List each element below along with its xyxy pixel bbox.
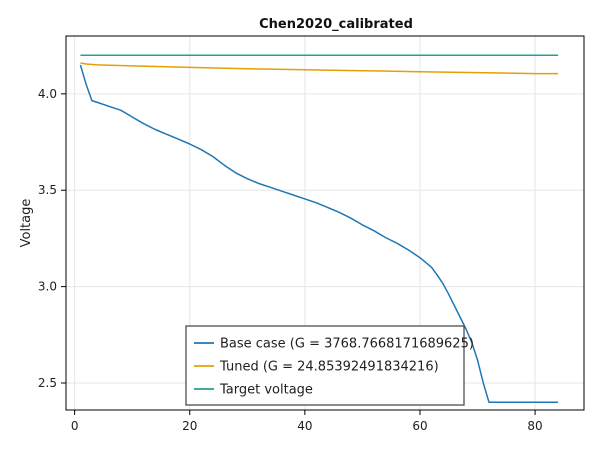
axis-ticks: 0 20 40 60 80 2.5 3.0 3.5 4.0 xyxy=(38,87,543,433)
x-tick-label: 40 xyxy=(297,419,312,433)
chart-title: Chen2020_calibrated xyxy=(259,17,413,32)
legend-label: Base case (G = 3768.7668171689625) xyxy=(220,337,474,352)
plot-frame xyxy=(65,35,585,411)
y-tick-label: 3.0 xyxy=(38,280,57,294)
y-tick-label: 4.0 xyxy=(38,87,57,101)
y-tick-label: 3.5 xyxy=(38,183,57,197)
x-tick-label: 60 xyxy=(412,419,427,433)
x-tick-label: 20 xyxy=(182,419,197,433)
x-tick-label: 0 xyxy=(71,419,79,433)
y-tick-label: 2.5 xyxy=(38,376,57,390)
legend: Base case (G = 3768.7668171689625) Tuned … xyxy=(185,325,474,406)
legend-label: Tuned (G = 24.85392491834216) xyxy=(219,360,439,375)
series-line-base-case xyxy=(79,64,559,404)
legend-box xyxy=(185,325,465,406)
y-axis-title: Voltage xyxy=(19,199,34,248)
series-group xyxy=(79,54,559,404)
series-line-tuned xyxy=(80,62,559,75)
x-tick-label: 80 xyxy=(527,419,542,433)
legend-label: Target voltage xyxy=(219,383,313,398)
